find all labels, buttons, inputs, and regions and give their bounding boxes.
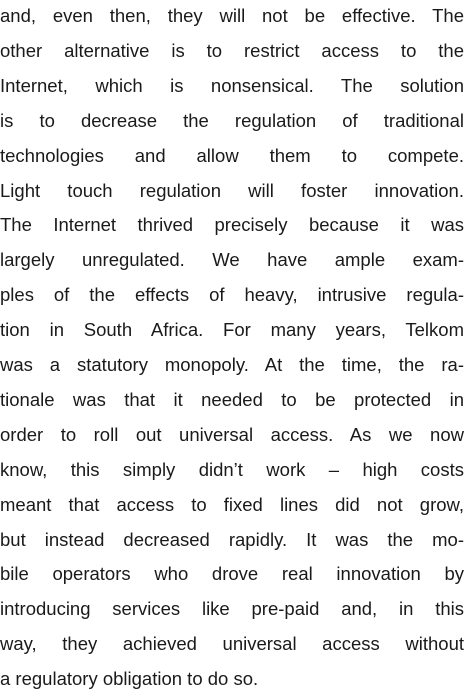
text-line: Light touch regulation will foster innov…: [0, 179, 464, 201]
text-line: other alternative is to restrict access …: [0, 39, 464, 61]
text-line: technologies and allow them to compete.: [0, 144, 464, 166]
text-line: introducing services like pre-paid and, …: [0, 598, 464, 620]
text-line: ples of the effects of heavy, intrusive …: [0, 284, 464, 306]
text-line: is to decrease the regulation of traditi…: [0, 109, 464, 131]
text-line: way, they achieved universal access with…: [0, 633, 464, 655]
text-line: know, this simply didn’t work – high cos…: [0, 458, 464, 480]
text-line: largely unregulated. We have ample exam-: [0, 249, 464, 271]
text-line: and, even then, they will not be effecti…: [0, 5, 464, 26]
text-line: order to roll out universal access. As w…: [0, 423, 464, 445]
text-line: meant that access to fixed lines did not…: [0, 493, 464, 515]
text-line: bile operators who drove real innovation…: [0, 563, 464, 585]
text-line: tionale was that it needed to be protect…: [0, 388, 464, 410]
text-line: tion in South Africa. For many years, Te…: [0, 319, 464, 341]
text-line: a regulatory obligation to do so.: [0, 668, 259, 690]
text-line: but instead decreased rapidly. It was th…: [0, 528, 464, 550]
text-line: was a statutory monopoly. At the time, t…: [0, 354, 464, 375]
text-line: Internet, which is nonsensical. The solu…: [0, 74, 464, 96]
text-line: The Internet thrived precisely because i…: [0, 214, 464, 236]
